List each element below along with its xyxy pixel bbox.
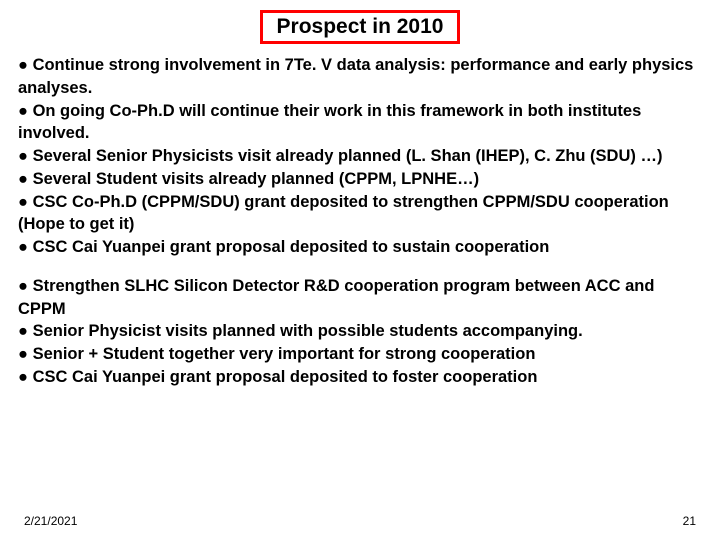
bullet-text: Senior Physicist visits planned with pos… (33, 322, 583, 340)
content-block-2: ● Strengthen SLHC Silicon Detector R&D c… (18, 275, 702, 389)
bullet-line: ● On going Co-Ph.D will continue their w… (18, 100, 702, 146)
title-text: Prospect in 2010 (277, 15, 444, 38)
bullet-text: Senior + Student together very important… (33, 345, 536, 363)
bullet-icon: ● (18, 277, 33, 295)
bullet-icon: ● (18, 56, 33, 74)
bullet-text: Continue strong involvement in 7Te. V da… (18, 56, 693, 97)
bullet-icon: ● (18, 345, 33, 363)
bullet-line: ● CSC Cai Yuanpei grant proposal deposit… (18, 236, 702, 259)
bullet-icon: ● (18, 322, 33, 340)
bullet-icon: ● (18, 147, 33, 165)
footer-page: 21 (683, 514, 696, 528)
bullet-text: CSC Co-Ph.D (CPPM/SDU) grant deposited t… (18, 193, 669, 234)
bullet-icon: ● (18, 193, 33, 211)
bullet-line: ● Several Senior Physicists visit alread… (18, 145, 702, 168)
bullet-icon: ● (18, 368, 33, 386)
bullet-icon: ● (18, 170, 33, 188)
bullet-text: Strengthen SLHC Silicon Detector R&D coo… (18, 277, 654, 318)
bullet-line: ● Senior + Student together very importa… (18, 343, 702, 366)
slide: Prospect in 2010 ● Continue strong invol… (0, 0, 720, 540)
bullet-text: CSC Cai Yuanpei grant proposal deposited… (33, 368, 538, 386)
bullet-icon: ● (18, 238, 33, 256)
bullet-icon: ● (18, 102, 33, 120)
bullet-line: ● Senior Physicist visits planned with p… (18, 320, 702, 343)
bullet-text: Several Student visits already planned (… (33, 170, 480, 188)
bullet-line: ● CSC Co-Ph.D (CPPM/SDU) grant deposited… (18, 191, 702, 237)
bullet-text: CSC Cai Yuanpei grant proposal deposited… (33, 238, 550, 256)
bullet-text: Several Senior Physicists visit already … (33, 147, 663, 165)
bullet-line: ● CSC Cai Yuanpei grant proposal deposit… (18, 366, 702, 389)
footer-date: 2/21/2021 (24, 514, 77, 528)
bullet-line: ● Several Student visits already planned… (18, 168, 702, 191)
bullet-line: ● Continue strong involvement in 7Te. V … (18, 54, 702, 100)
bullet-text: On going Co-Ph.D will continue their wor… (18, 102, 641, 143)
content-block-1: ● Continue strong involvement in 7Te. V … (18, 54, 702, 259)
slide-title: Prospect in 2010 (260, 10, 461, 44)
bullet-line: ● Strengthen SLHC Silicon Detector R&D c… (18, 275, 702, 321)
